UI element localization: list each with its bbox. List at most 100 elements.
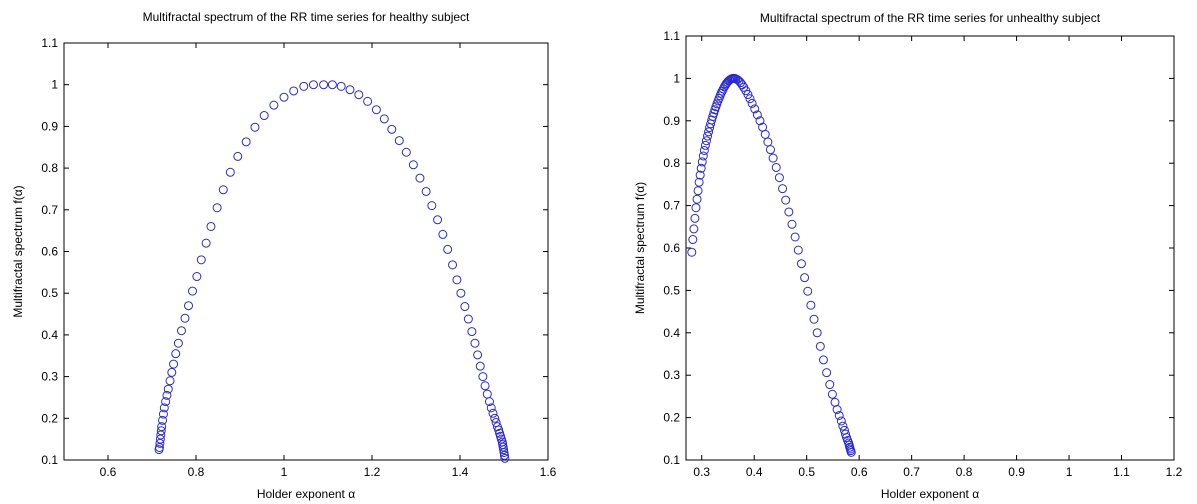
unhealthy-data-point (796, 259, 806, 269)
unhealthy-y-tick-label: 0.6 (663, 241, 680, 255)
unhealthy-data-point (736, 78, 746, 88)
healthy-data-point (499, 450, 509, 460)
unhealthy-y-tick-label: 0.1 (663, 453, 680, 467)
unhealthy-data-point (752, 110, 762, 120)
healthy-data-point (463, 314, 473, 324)
unhealthy-data-point (695, 170, 705, 180)
healthy-x-tick-label: 1.2 (364, 465, 381, 479)
healthy-data-point (157, 422, 167, 432)
healthy-data-point (452, 275, 462, 285)
unhealthy-x-tick-label: 0.3 (693, 465, 710, 479)
healthy-data-point (371, 105, 381, 115)
healthy-y-tick-label: 0.5 (41, 286, 58, 300)
healthy-data-point (379, 114, 389, 124)
healthy-data-point (488, 408, 498, 418)
unhealthy-x-tick-label: 0.7 (903, 465, 920, 479)
healthy-data-point (196, 255, 206, 265)
unhealthy-data-point (822, 368, 832, 378)
healthy-data-point (354, 90, 364, 100)
healthy-data-point (494, 425, 504, 435)
unhealthy-data-point (806, 300, 816, 310)
healthy-data-point (250, 122, 260, 132)
healthy-data-point (480, 381, 490, 391)
unhealthy-data-point (836, 416, 846, 426)
unhealthy-data-point (696, 163, 706, 173)
healthy-data-point (289, 86, 299, 96)
healthy-data-point (467, 327, 477, 337)
healthy-data-point (500, 453, 510, 463)
unhealthy-series (687, 73, 856, 457)
healthy-data-point (415, 173, 425, 183)
unhealthy-x-tick-label: 1.2 (1166, 465, 1183, 479)
unhealthy-y-tick-label: 0.2 (663, 411, 680, 425)
unhealthy-data-point (690, 213, 700, 223)
healthy-data-point (473, 350, 483, 360)
unhealthy-y-tick-label: 1.1 (663, 29, 680, 43)
unhealthy-x-axis-label: Holder exponent α (881, 487, 979, 501)
healthy-y-tick-label: 0.3 (41, 370, 58, 384)
unhealthy-data-point (774, 173, 784, 183)
unhealthy-y-tick-label: 0.5 (663, 283, 680, 297)
healthy-data-point (421, 186, 431, 196)
healthy-y-tick-label: 1 (51, 78, 58, 92)
unhealthy-data-point (703, 131, 713, 141)
healthy-data-point (184, 301, 194, 311)
healthy-x-tick-label: 1 (281, 465, 288, 479)
healthy-x-tick-label: 1.4 (452, 465, 469, 479)
healthy-data-point (336, 81, 346, 91)
chart-unhealthy: Multifractal spectrum of the RR time ser… (633, 11, 1183, 501)
unhealthy-data-point (809, 314, 819, 324)
unhealthy-data-point (743, 90, 753, 100)
unhealthy-data-point (698, 151, 708, 161)
unhealthy-y-tick-label: 0.8 (663, 156, 680, 170)
unhealthy-y-tick-label: 0.7 (663, 199, 680, 213)
unhealthy-data-point (834, 410, 844, 420)
unhealthy-x-tick-label: 0.9 (1008, 465, 1025, 479)
healthy-y-tick-label: 0.9 (41, 119, 58, 133)
unhealthy-y-axis-label: Multifractal spectrum f(α) (633, 182, 647, 314)
healthy-data-point (159, 403, 169, 413)
healthy-data-point (401, 147, 411, 157)
healthy-data-point (478, 372, 488, 382)
healthy-data-point (225, 167, 235, 177)
healthy-data-point (218, 185, 228, 195)
unhealthy-data-point (692, 194, 702, 204)
unhealthy-x-tick-label: 1.1 (1113, 465, 1130, 479)
healthy-data-point (427, 201, 437, 211)
healthy-y-tick-label: 0.8 (41, 161, 58, 175)
healthy-data-point (192, 272, 202, 282)
healthy-y-tick-label: 0.1 (41, 453, 58, 467)
unhealthy-data-point (697, 157, 707, 167)
unhealthy-data-point (784, 207, 794, 217)
unhealthy-x-tick-label: 0.4 (746, 465, 763, 479)
unhealthy-data-point (846, 447, 856, 457)
chart-healthy: Multifractal spectrum of the RR time ser… (11, 10, 557, 501)
healthy-data-point (176, 326, 186, 336)
unhealthy-data-point (803, 286, 813, 296)
unhealthy-plot-frame (685, 35, 1175, 461)
healthy-data-point (448, 260, 458, 270)
unhealthy-data-point (771, 162, 781, 172)
unhealthy-data-point (765, 145, 775, 155)
healthy-data-point (279, 92, 289, 102)
healthy-data-point (408, 160, 418, 170)
unhealthy-data-point (700, 140, 710, 150)
unhealthy-data-point (699, 145, 709, 155)
healthy-data-point (475, 361, 485, 371)
healthy-data-point (241, 137, 251, 147)
healthy-data-point (206, 221, 216, 231)
healthy-data-point (486, 403, 496, 413)
unhealthy-data-point (768, 153, 778, 163)
healthy-data-point (212, 203, 222, 213)
healthy-data-point (387, 124, 397, 134)
unhealthy-x-tick-label: 0.5 (798, 465, 815, 479)
unhealthy-y-tick-label: 1 (673, 71, 680, 85)
healthy-x-tick-label: 0.6 (100, 465, 117, 479)
unhealthy-data-point (832, 405, 842, 415)
healthy-data-point (308, 80, 318, 90)
unhealthy-data-point (689, 224, 699, 234)
healthy-data-point (299, 81, 309, 91)
healthy-y-tick-label: 1.1 (41, 36, 58, 50)
unhealthy-y-tick-label: 0.4 (663, 326, 680, 340)
